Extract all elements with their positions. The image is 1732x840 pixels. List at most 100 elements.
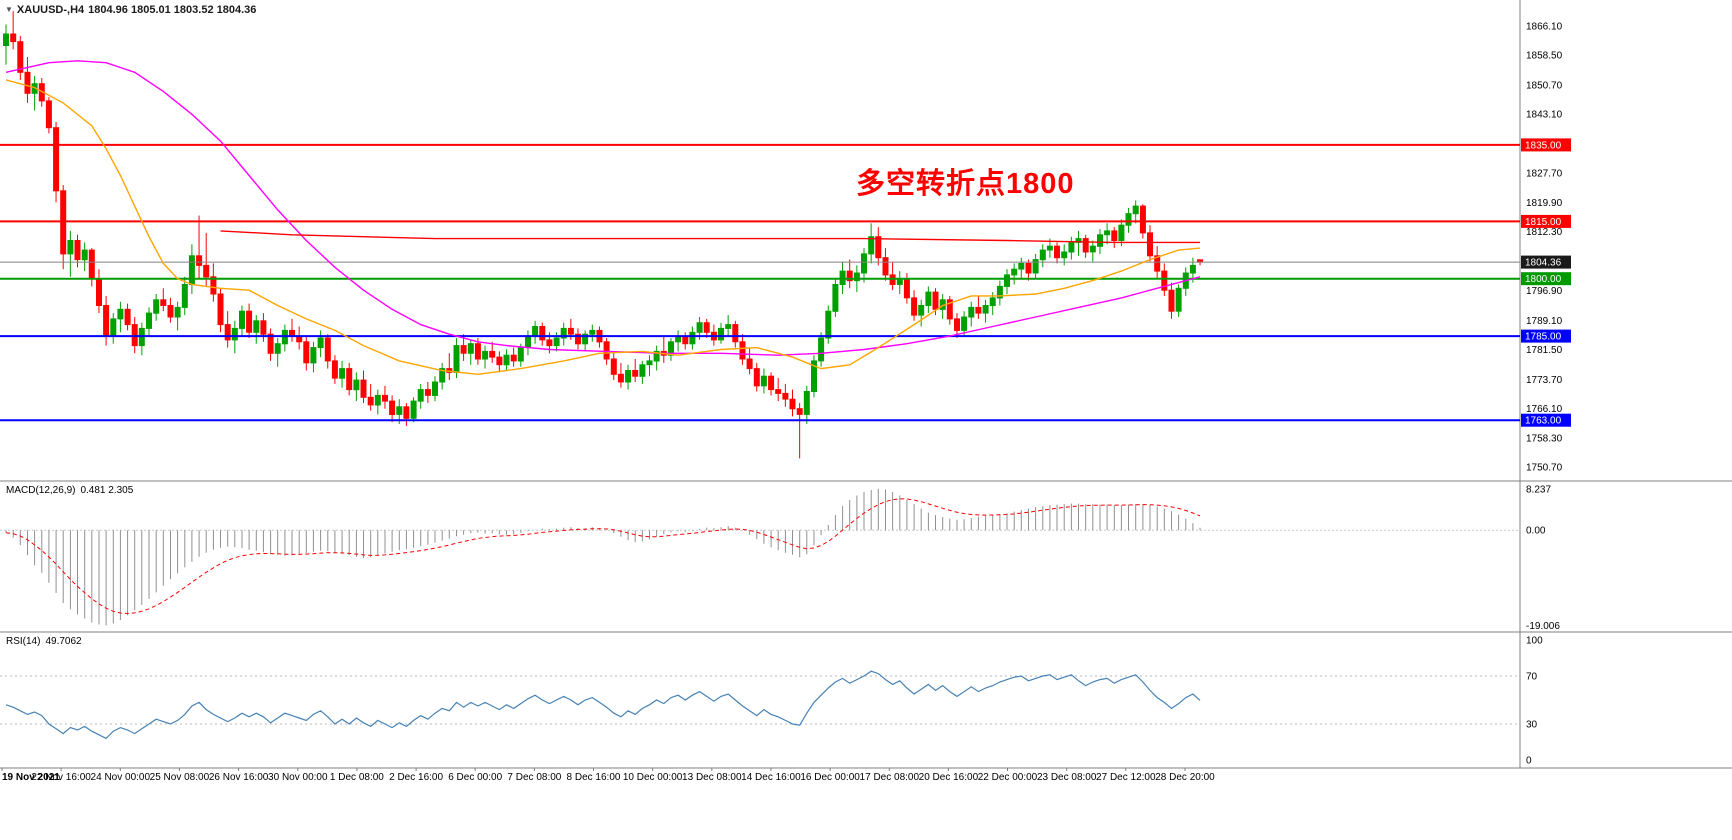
candle — [1039, 244, 1046, 268]
price-tick-label: 1796.90 — [1526, 286, 1563, 297]
candle — [946, 295, 953, 325]
candle — [746, 347, 753, 375]
candle — [1082, 234, 1089, 258]
macd-axis-label: 0.00 — [1526, 526, 1546, 537]
candle — [818, 332, 825, 367]
candle — [196, 215, 203, 279]
candle — [782, 383, 789, 407]
candle — [17, 35, 24, 80]
price-tick-label: 1812.30 — [1526, 227, 1563, 238]
candle — [610, 353, 617, 381]
candle — [882, 248, 889, 281]
chart-dropdown-icon[interactable]: ▼ — [5, 5, 13, 14]
price-badge-1815.00: 1815.00 — [1521, 214, 1571, 228]
rsi-axis-label: 30 — [1526, 720, 1538, 731]
candle — [975, 295, 982, 319]
symbol-period-readout[interactable]: ▼ XAUUSD-,H4 1804.96 1805.01 1803.52 1804.… — [5, 4, 260, 16]
ohlc-values: 1804.96 1805.01 1803.52 1804.36 — [88, 4, 257, 16]
candle — [775, 378, 782, 402]
candle — [367, 383, 374, 411]
candle — [617, 362, 624, 388]
candle — [760, 368, 767, 394]
candle — [560, 322, 567, 346]
candle — [575, 328, 581, 350]
candle — [961, 311, 968, 337]
candle — [482, 345, 489, 369]
candle — [1032, 253, 1039, 279]
candle — [996, 280, 1003, 306]
candle — [682, 332, 689, 350]
candle — [1075, 230, 1082, 256]
candle — [203, 232, 210, 287]
candle — [1175, 284, 1182, 317]
candle — [803, 385, 810, 424]
candle — [67, 230, 74, 277]
macd-indicator-label: MACD(12,26,9) 0.481 2.305 — [6, 485, 138, 496]
candle — [982, 299, 989, 323]
time-tick-label: 6 Dec 00:00 — [448, 772, 502, 783]
time-tick-label: 1 Dec 08:00 — [330, 772, 384, 783]
time-tick-label: 30 Nov 00:00 — [268, 772, 328, 783]
time-tick-label: 22 Nov 16:00 — [31, 772, 91, 783]
macd-axis-label: -19.006 — [1526, 621, 1560, 632]
rsi-panel — [0, 670, 1520, 740]
time-tick-label: 20 Dec 16:00 — [919, 772, 979, 783]
price-tick-label: 1819.90 — [1526, 198, 1563, 209]
candle — [918, 299, 925, 327]
price-tick-label: 1781.50 — [1526, 345, 1563, 356]
candle — [889, 261, 896, 291]
candle — [1018, 257, 1025, 279]
candle — [1004, 269, 1010, 294]
ma-orange-line — [5, 79, 1201, 376]
candle — [1089, 240, 1096, 262]
candle — [160, 288, 167, 312]
price-badge-1835.00: 1835.00 — [1521, 138, 1571, 152]
rsi-axis-label: 100 — [1526, 636, 1543, 647]
rsi-line — [5, 670, 1201, 740]
time-tick-label: 14 Dec 16:00 — [741, 772, 801, 783]
rsi-indicator-label: RSI(14) 49.7062 — [6, 636, 87, 647]
time-tick-label: 16 Dec 00:00 — [800, 772, 860, 783]
candle — [903, 273, 910, 304]
candle — [796, 403, 803, 459]
time-tick-label: 22 Dec 00:00 — [978, 772, 1038, 783]
candle — [253, 315, 260, 344]
candles-layer — [3, 11, 1203, 459]
candle — [281, 324, 288, 352]
time-tick-label: 17 Dec 08:00 — [860, 772, 920, 783]
candle — [260, 313, 267, 342]
candle — [103, 295, 110, 346]
time-tick-label: 2 Dec 16:00 — [389, 772, 443, 783]
panel-frame — [0, 0, 1732, 769]
candle — [811, 355, 817, 398]
candle — [117, 301, 124, 333]
candle — [1168, 282, 1175, 319]
candle — [138, 322, 145, 356]
candle — [1104, 223, 1111, 245]
candle — [589, 324, 596, 342]
candle — [539, 322, 546, 346]
candle — [296, 326, 303, 350]
candle — [846, 259, 853, 289]
macd-axis-label: 8.237 — [1526, 484, 1551, 495]
candle — [274, 338, 281, 367]
price-tick-label: 1850.70 — [1526, 80, 1563, 91]
candle — [424, 382, 431, 403]
price-badge-1804.36: 1804.36 — [1521, 255, 1571, 269]
candle — [625, 364, 632, 390]
candle — [174, 301, 181, 331]
time-tick-label: 10 Dec 00:00 — [623, 772, 683, 783]
candle — [789, 389, 796, 417]
price-axis[interactable]: 1866.10 1858.50 1850.70 1843.10 1827.70 1819.… — [1521, 22, 1571, 767]
candle — [146, 307, 152, 337]
candle — [60, 185, 67, 270]
price-tick-label: 1866.10 — [1526, 22, 1563, 33]
candle — [81, 242, 88, 272]
candle — [310, 341, 317, 373]
candle — [1054, 242, 1060, 264]
candle — [417, 383, 424, 409]
candle — [1132, 200, 1139, 224]
time-tick-label: 7 Dec 08:00 — [507, 772, 561, 783]
